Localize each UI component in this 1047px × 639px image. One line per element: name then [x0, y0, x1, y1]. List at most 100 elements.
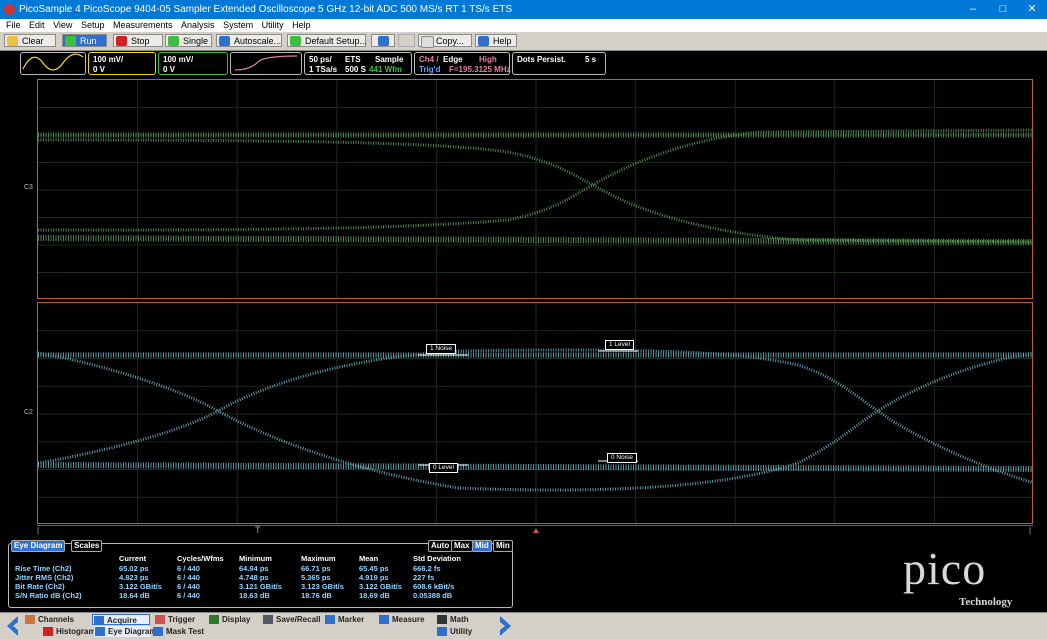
close-button[interactable]: ✕: [1027, 3, 1037, 15]
logo-sub: Technology: [959, 596, 1013, 608]
autoscale-button[interactable]: Autoscale...: [216, 34, 282, 47]
eye-diagram-bottom: [38, 303, 1032, 523]
row-maximum: 5.365 ps: [301, 573, 331, 582]
row-std: 608.6 kBit/s: [413, 582, 455, 591]
minimize-button[interactable]: –: [969, 3, 977, 15]
persistence-info[interactable]: Dots Persist. 5 s: [512, 52, 606, 75]
utility-label: Utility: [450, 627, 473, 636]
measure-label: Measure: [392, 615, 425, 624]
copy-button[interactable]: Copy...: [418, 34, 472, 48]
channels-label: Channels: [38, 615, 75, 624]
histogram-button[interactable]: Histogram: [42, 626, 96, 637]
mode-auto[interactable]: Auto: [428, 540, 453, 552]
mode-mid[interactable]: Mid: [472, 540, 492, 552]
maximize-button[interactable]: □: [999, 3, 1007, 15]
trigger-label: Trigger: [168, 615, 196, 624]
trigger-position-icon[interactable]: T: [255, 525, 261, 535]
trigger-button[interactable]: Trigger: [154, 614, 204, 625]
sine-preview[interactable]: [20, 52, 86, 75]
clear-icon: [7, 36, 18, 46]
right-arrow-icon[interactable]: [498, 614, 514, 638]
marker-button[interactable]: Marker: [324, 614, 374, 625]
scope-view-bottom[interactable]: 1 Noise 1 Level 0 Level 0 Noise: [37, 302, 1033, 524]
menu-setup[interactable]: Setup: [80, 20, 105, 30]
channels-button[interactable]: Channels: [24, 614, 88, 625]
ramp-wave-icon: [234, 55, 298, 71]
row-minimum: 3.121 GBit/s: [239, 582, 282, 591]
timebase-info[interactable]: 50 ps/ ETS Sample 1 TSa/s 500 S 441 Wfm: [304, 52, 412, 75]
tab-eye-diagram[interactable]: Eye Diagram: [11, 540, 66, 552]
row-maximum: 3.123 GBit/s: [301, 582, 344, 591]
menu-utility[interactable]: Utility: [261, 20, 284, 30]
menu-file[interactable]: File: [6, 20, 21, 30]
tab-scales[interactable]: Scales: [71, 540, 103, 552]
marker-triangle-icon[interactable]: [533, 528, 539, 533]
trigger-frequency: F=195.3125 MHz: [449, 65, 511, 74]
channel-1-info[interactable]: 100 mV/ 0 V: [88, 52, 156, 75]
help-icon: [478, 36, 489, 46]
zero-noise-marker[interactable]: 0 Noise: [607, 453, 638, 463]
marker-icon: [325, 615, 335, 624]
row-name: Bit Rate (Ch2): [15, 582, 65, 591]
header-std-deviation: Std Deviation: [413, 554, 461, 563]
run-button[interactable]: Run: [62, 34, 107, 47]
acquire-button[interactable]: Acquire: [92, 614, 150, 625]
math-button[interactable]: Math: [436, 614, 482, 625]
row-cycles: 6 / 440: [177, 564, 200, 573]
help-button[interactable]: Help: [475, 34, 517, 47]
copy-label: Copy...: [436, 36, 464, 46]
row-std: 227 fs: [413, 573, 435, 582]
mode-min[interactable]: Min: [493, 540, 513, 552]
measure-icon: [379, 615, 389, 624]
save-recall-button[interactable]: Save/Recall: [262, 614, 322, 625]
menu-system[interactable]: System: [223, 20, 254, 30]
persistence-time: 5 s: [585, 55, 597, 64]
pico-logo: pico Technology: [895, 542, 1045, 612]
stop-label: Stop: [131, 36, 150, 46]
stop-button[interactable]: Stop: [113, 34, 163, 47]
measure-button[interactable]: Measure: [378, 614, 432, 625]
mode-max[interactable]: Max: [451, 540, 473, 552]
autoscale-label: Autoscale...: [234, 36, 282, 46]
utility-button[interactable]: Utility: [436, 626, 482, 637]
save-recall-label: Save/Recall: [276, 615, 321, 624]
default-setup-icon: [290, 36, 301, 46]
single-button[interactable]: Single: [165, 34, 212, 47]
undo-button[interactable]: [371, 34, 395, 47]
header-minimum: Minimum: [239, 554, 272, 563]
ramp-preview[interactable]: [230, 52, 302, 75]
row-maximum: 66.71 ps: [301, 564, 331, 573]
scope-view-top[interactable]: [37, 79, 1033, 299]
display-button[interactable]: Display: [208, 614, 258, 625]
channel-label-top: C3: [24, 184, 33, 191]
row-mean: 3.122 GBit/s: [359, 582, 402, 591]
one-level-marker[interactable]: 1 Level: [605, 340, 634, 350]
menu-view[interactable]: View: [53, 20, 73, 30]
menu-analysis[interactable]: Analysis: [181, 20, 215, 30]
row-maximum: 18.76 dB: [301, 591, 332, 600]
clear-button[interactable]: Clear: [4, 34, 56, 47]
menu-help[interactable]: Help: [292, 20, 311, 30]
marker-label: Marker: [338, 615, 365, 624]
eye-diagram-button[interactable]: Eye Diagram: [94, 626, 156, 637]
row-std: 666.2 fs: [413, 564, 441, 573]
one-noise-marker[interactable]: 1 Noise: [426, 344, 457, 354]
sample-rate: 1 TSa/s: [309, 65, 338, 74]
ch1-scale: 100 mV/: [93, 55, 124, 64]
waveform-count: 441 Wfm: [369, 65, 402, 74]
menu-measurements[interactable]: Measurements: [112, 20, 173, 30]
channel-2-info[interactable]: 100 mV/ 0 V: [158, 52, 228, 75]
zero-level-marker[interactable]: 0 Level: [429, 463, 458, 473]
trigger-info[interactable]: Ch4 / Edge High Trig'd F=195.3125 MHz: [414, 52, 511, 75]
menu-bar: File Edit View Setup Measurements Analys…: [0, 19, 1047, 32]
redo-button[interactable]: [398, 34, 415, 47]
trigger-level: High: [479, 55, 497, 64]
time-axis[interactable]: | T |: [37, 525, 1033, 539]
trigger-type: Edge: [443, 55, 463, 64]
trigger-source: Ch4 /: [419, 55, 439, 64]
mask-test-button[interactable]: Mask Test: [152, 626, 210, 637]
left-arrow-icon[interactable]: [4, 614, 20, 638]
default-setup-button[interactable]: Default Setup...: [287, 34, 367, 47]
menu-edit[interactable]: Edit: [29, 20, 45, 30]
row-mean: 4.919 ps: [359, 573, 389, 582]
